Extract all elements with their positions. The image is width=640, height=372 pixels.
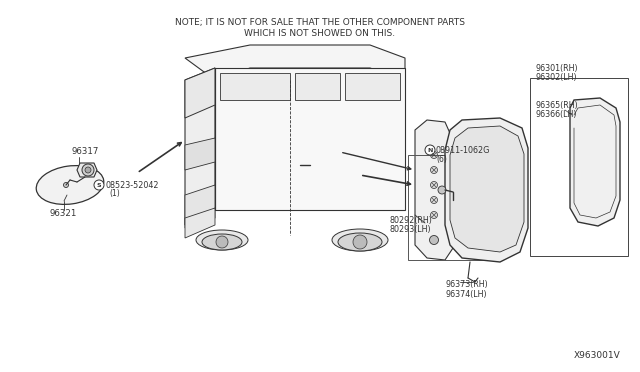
Text: 08523-52042: 08523-52042 [105,180,159,189]
Text: 96374(LH): 96374(LH) [445,289,486,298]
Text: 96321: 96321 [50,208,77,218]
Text: X963001V: X963001V [573,350,620,359]
Circle shape [82,164,94,176]
Text: N: N [428,148,433,153]
Polygon shape [220,73,290,100]
Text: 96317: 96317 [72,147,99,155]
Polygon shape [345,73,400,100]
Polygon shape [185,208,215,238]
Polygon shape [215,68,405,210]
Text: 96366(LH): 96366(LH) [535,109,577,119]
Text: 96301(RH): 96301(RH) [535,64,578,73]
Circle shape [431,167,438,173]
Polygon shape [185,68,215,225]
Text: 96365(RH): 96365(RH) [535,100,578,109]
Ellipse shape [202,234,242,250]
Ellipse shape [196,230,248,250]
Text: 80293(LH): 80293(LH) [390,224,431,234]
Polygon shape [570,98,620,226]
Circle shape [353,235,367,249]
Ellipse shape [332,229,388,251]
Circle shape [431,212,438,218]
Text: 96373(RH): 96373(RH) [445,280,488,289]
Circle shape [431,182,438,189]
Polygon shape [77,163,97,177]
Circle shape [438,186,446,194]
Text: 96302(LH): 96302(LH) [535,73,577,81]
Circle shape [429,235,438,244]
Text: WHICH IS NOT SHOWED ON THIS.: WHICH IS NOT SHOWED ON THIS. [244,29,396,38]
Polygon shape [295,73,340,100]
Polygon shape [185,138,215,170]
Polygon shape [185,68,215,118]
Text: 80292(RH): 80292(RH) [390,215,433,224]
Circle shape [94,180,104,190]
Polygon shape [415,120,453,260]
Circle shape [63,183,68,187]
Circle shape [431,151,438,158]
Polygon shape [185,185,215,228]
Circle shape [85,167,91,173]
Text: NOTE; IT IS NOT FOR SALE THAT THE OTHER COMPONENT PARTS: NOTE; IT IS NOT FOR SALE THAT THE OTHER … [175,17,465,26]
Ellipse shape [338,233,382,251]
Text: 08911-1062G: 08911-1062G [436,145,490,154]
Text: S: S [97,183,101,187]
Circle shape [216,236,228,248]
Text: (6): (6) [436,154,447,164]
Polygon shape [445,118,528,262]
Circle shape [431,196,438,203]
Polygon shape [185,45,405,80]
Text: (1): (1) [109,189,120,198]
Polygon shape [450,126,524,252]
Circle shape [425,145,435,155]
Ellipse shape [36,166,104,204]
